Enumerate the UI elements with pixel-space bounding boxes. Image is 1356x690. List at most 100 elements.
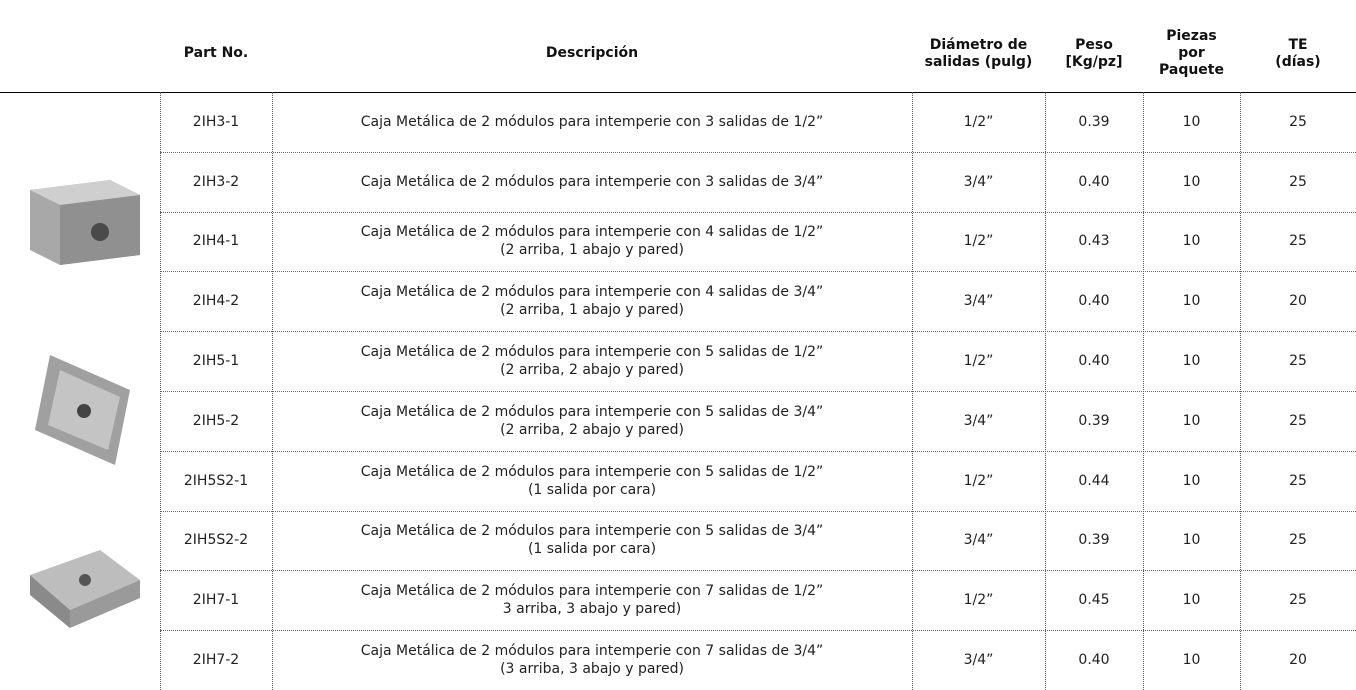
text-line: Caja Metálica de 2 módulos para intemper… [360, 583, 824, 600]
table-cell: 2IH7-2 [192, 652, 240, 669]
table-cell: 3/4” [963, 652, 994, 669]
table-cell: 3/4” [963, 532, 994, 549]
text-line: salidas (pulg) [924, 53, 1033, 70]
table-cell: 25 [1289, 233, 1307, 250]
column-header: Diámetro de salidas (pulg) [912, 15, 1045, 92]
table-cell: 0.40 [1078, 173, 1110, 190]
row-divider [160, 391, 1356, 392]
text-line: (2 arriba, 1 abajo y pared) [500, 302, 684, 319]
table-cell: 10 [1182, 592, 1201, 609]
table-cell: 25 [1289, 592, 1307, 609]
text-line: Caja Metálica de 2 módulos para intemper… [360, 523, 824, 540]
table-cell: 2IH4-1 [192, 233, 240, 250]
table-cell: 20 [1289, 293, 1307, 310]
description-cell: Caja Metálica de 2 módulos para intemper… [272, 152, 912, 212]
column-header: Peso [Kg/pz] [1045, 15, 1143, 92]
column-divider [272, 92, 273, 690]
text-line: Caja Metálica de 2 módulos para intemper… [360, 113, 824, 130]
column-header: Descripción [272, 15, 912, 92]
table-cell: 10 [1182, 233, 1201, 250]
text-line: (2 arriba, 1 abajo y pared) [500, 242, 684, 259]
table-cell: 25 [1289, 412, 1307, 429]
text-line: 3 arriba, 3 abajo y pared) [502, 601, 682, 618]
description-cell: Caja Metálica de 2 módulos para intemper… [272, 92, 912, 152]
table-cell: 25 [1289, 353, 1307, 370]
table-cell: 25 [1289, 173, 1307, 190]
header-rule [0, 92, 1356, 93]
table-cell: 10 [1182, 652, 1201, 669]
text-line: (2 arriba, 2 abajo y pared) [500, 421, 684, 438]
text-line: (3 arriba, 3 abajo y pared) [500, 661, 684, 678]
table-cell: 10 [1182, 113, 1201, 130]
text-line: Caja Metálica de 2 módulos para intemper… [360, 344, 824, 361]
table-cell: 3/4” [963, 173, 994, 190]
description-cell: Caja Metálica de 2 módulos para intemper… [272, 570, 912, 630]
table-cell: 0.43 [1078, 233, 1110, 250]
column-header: Part No. [160, 15, 272, 92]
row-divider [160, 151, 1356, 153]
table-cell: 10 [1182, 173, 1201, 190]
text-line: Caja Metálica de 2 módulos para intemper… [360, 643, 824, 660]
table-cell: 3/4” [963, 293, 994, 310]
text-line: Paquete [1158, 62, 1224, 78]
text-line: Peso [1075, 36, 1113, 53]
table-cell: 0.40 [1078, 652, 1110, 669]
text-line: (2 arriba, 2 abajo y pared) [500, 362, 684, 379]
text-line: Descripción [545, 45, 639, 61]
table-cell: 25 [1289, 532, 1307, 549]
description-cell: Caja Metálica de 2 módulos para intemper… [272, 511, 912, 571]
text-line: Caja Metálica de 2 módulos para intemper… [360, 224, 824, 241]
text-line: (1 salida por cara) [527, 481, 657, 498]
table-cell: 2IH7-1 [192, 592, 240, 609]
table-cell: 10 [1182, 353, 1201, 370]
table-cell: 2IH4-2 [192, 293, 240, 310]
row-divider [160, 331, 1356, 333]
row-divider [160, 211, 1356, 213]
text-line: Piezas [1166, 28, 1217, 44]
text-line: Caja Metálica de 2 módulos para intemper… [360, 173, 824, 190]
column-header: Piezas por Paquete [1143, 15, 1240, 92]
column-divider [1240, 92, 1241, 690]
description-cell: Caja Metálica de 2 módulos para intemper… [272, 630, 912, 690]
column-divider [1045, 92, 1046, 690]
table-cell: 0.45 [1078, 592, 1110, 609]
text-line: Caja Metálica de 2 módulos para intemper… [360, 284, 824, 301]
table-cell: 0.40 [1078, 293, 1110, 310]
table-cell: 2IH5S2-2 [183, 532, 249, 549]
table-cell: 1/2” [963, 233, 994, 250]
table-cell: 3/4” [963, 412, 994, 429]
row-divider [160, 450, 1356, 452]
text-line: Diámetro de [929, 36, 1028, 53]
table-cell: 25 [1289, 113, 1307, 130]
table-cell: 0.39 [1078, 113, 1110, 130]
column-divider [160, 92, 161, 690]
product-image [30, 180, 140, 265]
product-image [35, 355, 130, 465]
text-line: TE [1288, 36, 1308, 53]
row-divider [160, 570, 1356, 572]
table-cell: 20 [1289, 652, 1307, 669]
table-cell: 0.44 [1078, 472, 1110, 489]
column-header: TE (días) [1240, 15, 1356, 92]
table-cell: 0.40 [1078, 353, 1110, 370]
text-line: (1 salida por cara) [527, 541, 657, 558]
table-cell: 2IH3-1 [192, 113, 240, 130]
table-cell: 10 [1182, 293, 1201, 310]
table-cell: 25 [1289, 472, 1307, 489]
table-cell: 1/2” [963, 472, 994, 489]
text-line: Caja Metálica de 2 módulos para intemper… [360, 403, 824, 420]
table-cell: 0.39 [1078, 412, 1110, 429]
text-line: Part No. [183, 45, 249, 61]
description-cell: Caja Metálica de 2 módulos para intemper… [272, 271, 912, 331]
table-cell: 1/2” [963, 353, 994, 370]
row-divider [160, 510, 1356, 512]
table-cell: 1/2” [963, 592, 994, 609]
column-divider [1143, 92, 1144, 690]
description-cell: Caja Metálica de 2 módulos para intemper… [272, 391, 912, 451]
table-cell: 0.39 [1078, 532, 1110, 549]
row-divider [160, 630, 1356, 632]
text-line: (días) [1275, 53, 1321, 70]
table-cell: 10 [1182, 472, 1201, 489]
text-line: Caja Metálica de 2 módulos para intemper… [360, 463, 824, 480]
